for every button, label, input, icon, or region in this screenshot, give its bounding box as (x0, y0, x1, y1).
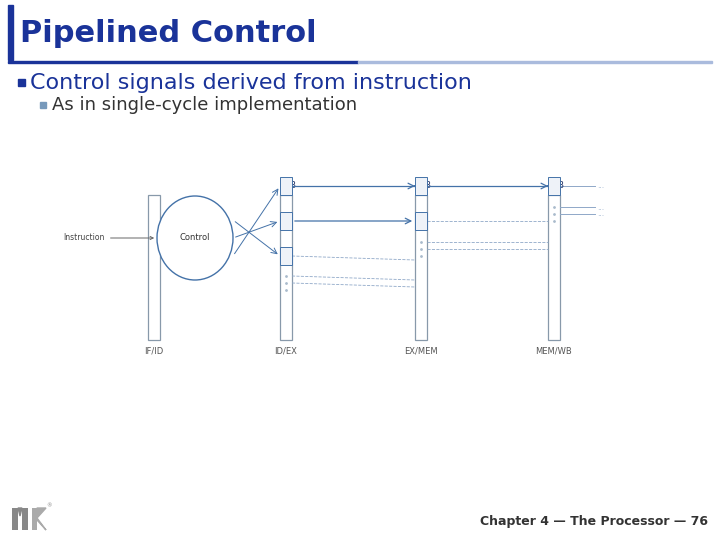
Text: Pipelined Control: Pipelined Control (20, 18, 317, 48)
Ellipse shape (157, 196, 233, 280)
Polygon shape (37, 508, 46, 518)
Text: M: M (416, 217, 424, 226)
Text: WB: WB (282, 181, 297, 191)
Text: EX/MEM: EX/MEM (404, 346, 438, 355)
Text: ...: ... (597, 210, 604, 219)
Polygon shape (37, 518, 46, 530)
Text: EX: EX (282, 252, 293, 260)
Bar (415, 195, 427, 340)
Text: ®: ® (46, 503, 52, 508)
Bar (280, 212, 292, 230)
Bar (32, 508, 37, 530)
Bar (22, 508, 28, 530)
Bar (280, 177, 292, 195)
Bar (18, 79, 25, 86)
Text: Instruction: Instruction (63, 233, 153, 242)
Text: M: M (282, 217, 289, 226)
Bar (8, 61, 358, 63)
Bar (280, 247, 292, 265)
Bar (548, 195, 560, 340)
Bar (40, 102, 46, 108)
Bar (280, 195, 292, 340)
Text: Control: Control (180, 233, 210, 242)
Text: ...: ... (597, 202, 604, 212)
Bar (12, 508, 18, 530)
Bar (548, 177, 560, 195)
Text: ID/EX: ID/EX (274, 346, 297, 355)
Bar (148, 195, 160, 340)
Text: IF/ID: IF/ID (145, 346, 163, 355)
Bar (358, 61, 712, 63)
Text: WB: WB (416, 181, 431, 191)
Text: Control signals derived from instruction: Control signals derived from instruction (30, 73, 472, 93)
Text: MEM/WB: MEM/WB (536, 346, 572, 355)
Bar (8, 5, 13, 60)
Text: WB: WB (549, 181, 564, 191)
Text: As in single-cycle implementation: As in single-cycle implementation (52, 96, 357, 114)
Bar (415, 177, 427, 195)
Polygon shape (18, 508, 22, 516)
Text: Chapter 4 — The Processor — 76: Chapter 4 — The Processor — 76 (480, 515, 708, 528)
Bar (415, 212, 427, 230)
Text: ...: ... (597, 181, 604, 191)
